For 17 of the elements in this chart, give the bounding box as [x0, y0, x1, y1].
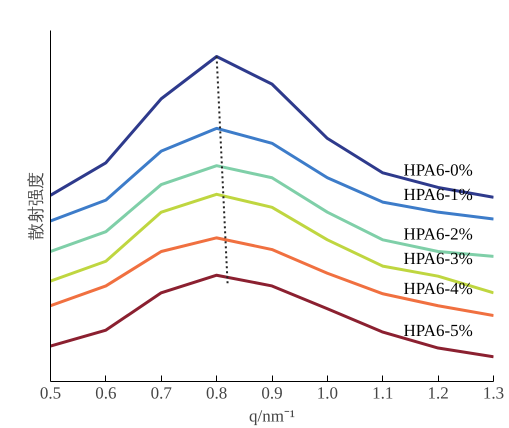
x-tick-label: 1.3 [482, 384, 504, 402]
series-label: HPA6-3% [403, 249, 473, 268]
series-label: HPA6-1% [403, 185, 473, 204]
series-label: HPA6-4% [403, 278, 473, 298]
x-tick-label: 0.8 [206, 384, 228, 402]
x-axis-title: q/nm⁻¹ [248, 406, 296, 426]
x-tick-label: 0.7 [150, 384, 172, 402]
series-label: HPA6-2% [403, 224, 473, 244]
series-label: HPA6-0% [403, 160, 473, 180]
y-axis-title: 散射强度 [26, 172, 46, 240]
x-tick-label: 0.5 [40, 384, 62, 402]
x-tick-label: 0.6 [95, 384, 116, 402]
x-tick-label: 1.2 [428, 384, 449, 402]
x-tick-label: 1.1 [372, 384, 394, 402]
x-tick-label: 0.9 [261, 384, 283, 402]
series-label: HPA6-5% [403, 321, 473, 340]
x-tick-label: 1.0 [316, 384, 338, 402]
